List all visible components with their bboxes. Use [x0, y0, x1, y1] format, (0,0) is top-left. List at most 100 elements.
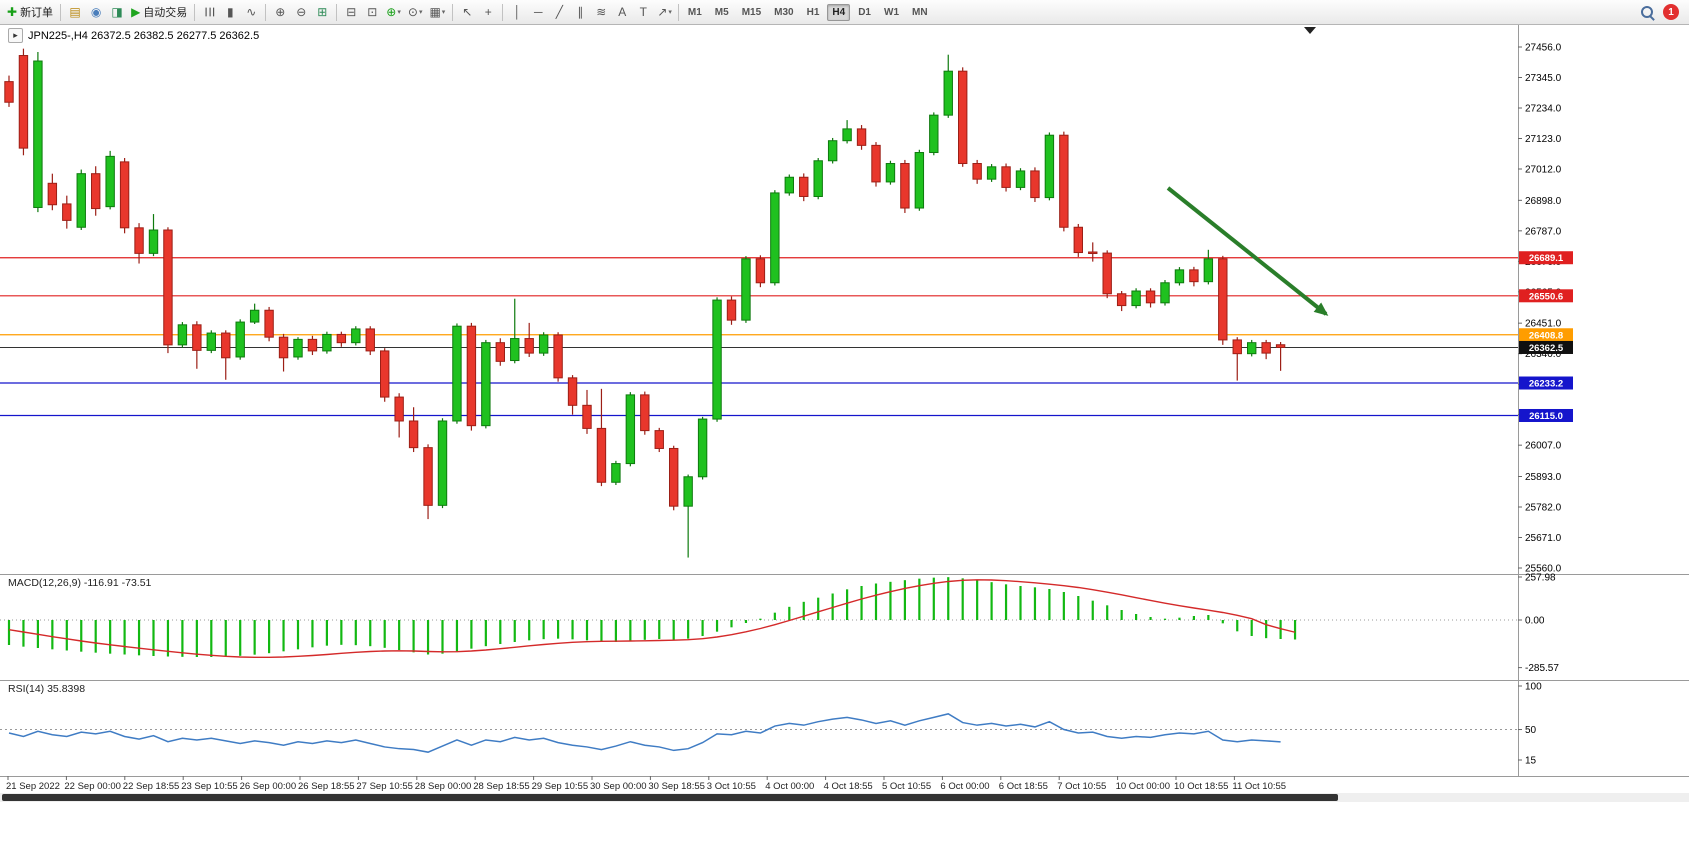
- horizontal-line-button[interactable]: ─: [528, 2, 548, 22]
- market-watch-icon: ◨: [111, 5, 123, 19]
- candle-body: [929, 114, 939, 154]
- indicators-icon: ⊕: [386, 5, 397, 19]
- zoom-in-button[interactable]: ⊕: [270, 2, 290, 22]
- cursor-button[interactable]: ↖: [457, 2, 477, 22]
- auto-trading-button[interactable]: ▶ 自动交易: [128, 2, 190, 22]
- crosshair-icon: +: [484, 5, 492, 19]
- bar-chart-button[interactable]: ☰: [199, 2, 219, 22]
- toolbar-right: 1: [1641, 4, 1685, 20]
- search-icon[interactable]: [1641, 6, 1653, 18]
- new-chart-button[interactable]: ▤: [65, 2, 85, 22]
- channel-button[interactable]: ∥: [570, 2, 590, 22]
- candle-body: [712, 299, 722, 420]
- trendline-button[interactable]: ╱: [549, 2, 569, 22]
- arrows-button[interactable]: ↗ ▾: [654, 2, 675, 22]
- vertical-line-button[interactable]: │: [507, 2, 527, 22]
- timeframe-h1-button[interactable]: H1: [802, 4, 825, 21]
- timeframe-mn-button[interactable]: MN: [907, 4, 933, 21]
- indicators-button[interactable]: ⊕ ▾: [383, 2, 404, 22]
- arrange-windows-button[interactable]: ⊟: [341, 2, 361, 22]
- time-axis-label: 5 Oct 10:55: [882, 781, 931, 792]
- timeframe-m1-button[interactable]: M1: [683, 4, 707, 21]
- candle-body: [770, 192, 780, 284]
- templates-button[interactable]: ▦ ▾: [426, 2, 448, 22]
- periods-button[interactable]: ⊙ ▾: [405, 2, 426, 22]
- vertical-line-icon: │: [513, 5, 522, 19]
- price-tick-label: 27345.0: [1525, 73, 1562, 84]
- candlestick-chart-button[interactable]: ▮: [220, 2, 240, 22]
- zoom-out-icon: ⊖: [296, 5, 307, 19]
- market-watch-button[interactable]: ◨: [107, 2, 127, 22]
- candle-body: [741, 258, 751, 321]
- text-button[interactable]: A: [612, 2, 632, 22]
- one-click-trading-button[interactable]: ▸: [8, 28, 23, 43]
- candle-body: [596, 427, 607, 483]
- price-badge-label: 26408.8: [1529, 330, 1563, 341]
- time-axis-label: 4 Oct 00:00: [765, 781, 814, 792]
- candle-body: [423, 447, 433, 506]
- text-label-button[interactable]: T: [633, 2, 653, 22]
- candle-body: [1073, 226, 1083, 254]
- time-axis-label: 28 Sep 00:00: [415, 781, 472, 792]
- macd-tick-label: 257.98: [1525, 572, 1556, 583]
- toolbar-separator: [452, 3, 454, 21]
- candle-body: [654, 430, 664, 449]
- profiles-icon: ◉: [90, 5, 102, 19]
- price-tick-label: 26451.0: [1525, 319, 1562, 330]
- trend-arrow-annotation[interactable]: [1166, 186, 1329, 316]
- price-tick-label: 26007.0: [1525, 441, 1562, 452]
- candle-body: [177, 324, 188, 346]
- zoom-out-button[interactable]: ⊖: [291, 2, 311, 22]
- window-list-button[interactable]: ⊡: [362, 2, 382, 22]
- candle-body: [1203, 258, 1214, 283]
- candle-body: [148, 229, 159, 254]
- timeframe-d1-button[interactable]: D1: [853, 4, 876, 21]
- price-tick-label: 27012.0: [1525, 165, 1562, 176]
- timeframe-h4-button[interactable]: H4: [827, 3, 851, 21]
- window-list-icon: ⊡: [367, 5, 378, 19]
- candles-layer: [4, 48, 1286, 558]
- fibonacci-button[interactable]: ≋: [591, 2, 611, 22]
- time-axis-label: 11 Oct 10:55: [1232, 781, 1286, 792]
- timeframe-w1-button[interactable]: W1: [879, 4, 904, 21]
- candle-body: [278, 336, 289, 359]
- h-scrollbar-thumb[interactable]: [2, 794, 1338, 801]
- candle-body: [842, 128, 852, 142]
- time-axis-label: 10 Oct 00:00: [1116, 781, 1170, 792]
- line-chart-button[interactable]: ∿: [241, 2, 261, 22]
- timeframe-m15-button[interactable]: M15: [737, 4, 766, 21]
- candle-body: [524, 338, 534, 354]
- profiles-button[interactable]: ◉: [86, 2, 106, 22]
- text-label-icon: T: [639, 5, 647, 19]
- price-tick-label: 25782.0: [1525, 502, 1562, 513]
- candle-body: [1275, 344, 1286, 348]
- candle-body: [871, 144, 881, 183]
- notification-badge[interactable]: 1: [1663, 4, 1679, 20]
- new-chart-icon: ▤: [69, 5, 81, 19]
- candle-body: [249, 309, 260, 323]
- candle-body: [914, 152, 925, 209]
- new-order-button[interactable]: ✚ 新订单: [4, 2, 56, 22]
- candle-body: [827, 140, 838, 162]
- line-chart-icon: ∿: [246, 5, 257, 19]
- time-axis-label: 23 Sep 10:55: [181, 781, 238, 792]
- time-axis-label: 26 Sep 18:55: [298, 781, 355, 792]
- chart-shift-marker-icon[interactable]: [1304, 27, 1316, 34]
- candle-body: [538, 334, 549, 354]
- timeframe-m5-button[interactable]: M5: [710, 4, 734, 21]
- price-tick-label: 27123.0: [1525, 134, 1562, 145]
- candle-body: [885, 163, 896, 183]
- time-axis-label: 29 Sep 10:55: [532, 781, 589, 792]
- price-badge: [1519, 289, 1573, 303]
- candle-body: [1059, 134, 1069, 228]
- candle-body: [307, 338, 318, 352]
- candle-body: [697, 418, 708, 478]
- candle-body: [799, 176, 809, 197]
- crosshair-button[interactable]: +: [478, 2, 498, 22]
- tile-windows-button[interactable]: ⊞: [312, 2, 332, 22]
- timeframe-m30-button[interactable]: M30: [769, 4, 798, 21]
- candle-body: [755, 258, 766, 284]
- candle-body: [813, 160, 823, 197]
- toolbar-separator: [194, 3, 196, 21]
